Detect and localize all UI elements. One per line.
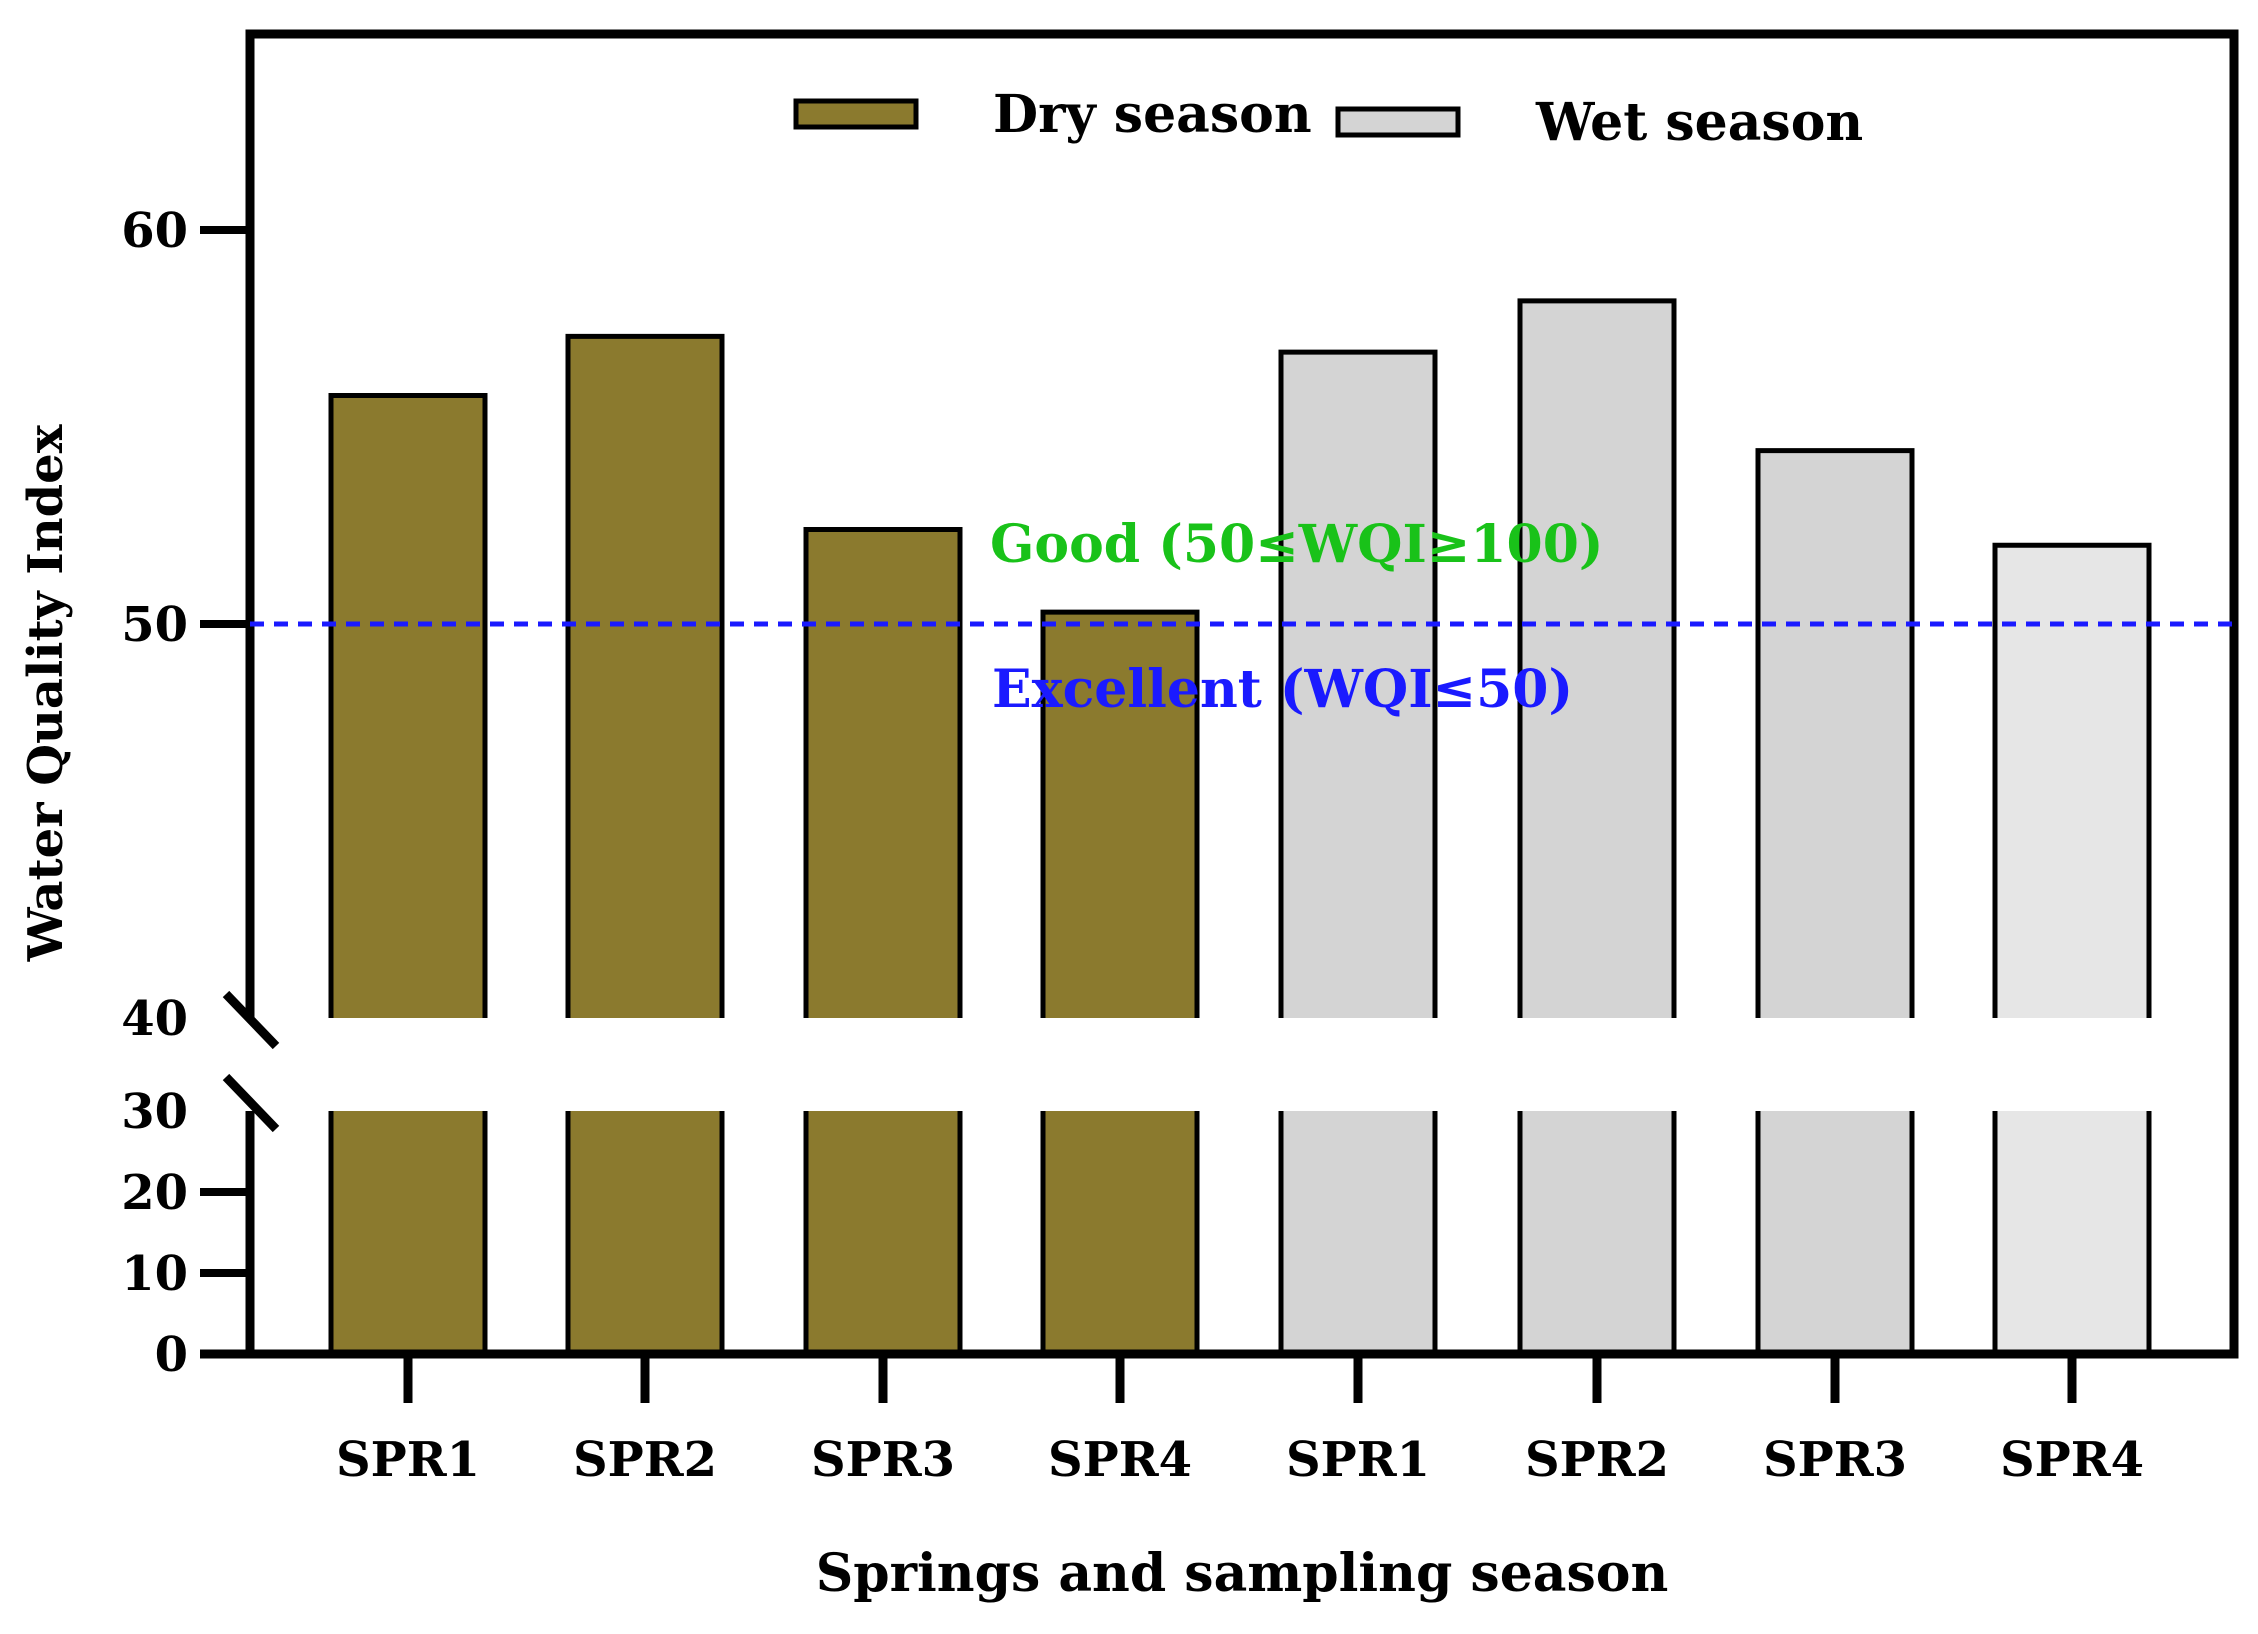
bar-lower-8 xyxy=(1995,1111,2149,1354)
y-tick-label-60: 60 xyxy=(121,203,188,259)
bar-upper-edge-7 xyxy=(1755,448,1915,1018)
y-tick-label-30: 30 xyxy=(121,1084,188,1140)
axis-break-mark-upper xyxy=(222,990,280,1050)
bar-lower-edge-7 xyxy=(1755,1111,1915,1354)
bar-lower-1 xyxy=(331,1111,485,1354)
y-tick-label-0: 0 xyxy=(155,1327,188,1383)
bar-lower-edge-5 xyxy=(1278,1111,1438,1354)
bar-lower-4 xyxy=(1043,1111,1197,1354)
bar-upper-edge-3 xyxy=(803,526,963,1018)
axes-layer: 0 10 20 30 40 50 60 SPR1 SPR2 SPR3 SPR4 SPR1 SPR2 SPR… xyxy=(121,29,2239,1488)
bar-lower-7 xyxy=(1758,1111,1912,1354)
x-tick-label-4: SPR4 xyxy=(1048,1432,1192,1488)
bar-lower-5 xyxy=(1281,1111,1435,1354)
bar-upper-7 xyxy=(1758,450,1912,1018)
legend-dry-label: Dry season xyxy=(993,84,1312,145)
bar-upper-4 xyxy=(1043,612,1197,1018)
bar-lower-2 xyxy=(568,1111,722,1354)
bar-upper-edge-8 xyxy=(1992,542,2152,1018)
plot-frame xyxy=(200,29,2239,1359)
x-tick-label-8: SPR4 xyxy=(2000,1432,2144,1488)
bar-upper-3 xyxy=(806,529,960,1018)
x-tick-label-2: SPR2 xyxy=(573,1432,717,1488)
bar-upper-8 xyxy=(1995,545,2149,1018)
x-tick-label-3: SPR3 xyxy=(811,1432,955,1488)
bar-upper-edge-4 xyxy=(1040,609,1200,1018)
bar-lower-edge-4 xyxy=(1040,1111,1200,1354)
bar-lower-edge-6 xyxy=(1517,1111,1677,1354)
bar-upper-edge-6 xyxy=(1517,298,1677,1018)
bar-upper-edge-5 xyxy=(1278,349,1438,1018)
bar-lower-edge-1 xyxy=(328,1111,488,1354)
x-tick-label-5: SPR1 xyxy=(1286,1432,1430,1488)
x-tick-label-7: SPR3 xyxy=(1763,1432,1907,1488)
bar-lower-6 xyxy=(1520,1111,1674,1354)
bar-lower-edge-8 xyxy=(1992,1111,2152,1354)
y-axis-label: Water Quality Index xyxy=(18,424,74,962)
bar-upper-2 xyxy=(568,336,722,1018)
bar-upper-edge-2 xyxy=(565,333,725,1018)
annotation-good: Good (50≤WQI≥100) xyxy=(990,514,1604,575)
bar-lower-edge-2 xyxy=(565,1111,725,1354)
y-tick-label-40: 40 xyxy=(121,991,188,1047)
x-tick-label-6: SPR2 xyxy=(1525,1432,1669,1488)
legend-dry-swatch xyxy=(793,98,919,130)
labels-layer: Water Quality Index Springs and sampling… xyxy=(18,84,1863,1604)
x-axis-label: Springs and sampling season xyxy=(816,1543,1669,1604)
annotation-excellent: Excellent (WQI≤50) xyxy=(992,659,1573,720)
x-tick-label-1: SPR1 xyxy=(336,1432,480,1488)
bar-upper-edge-1 xyxy=(328,392,488,1018)
bars-layer xyxy=(328,298,2152,1354)
bar-lower-edge-3 xyxy=(803,1111,963,1354)
bar-upper-1 xyxy=(331,395,485,1019)
bar-upper-5 xyxy=(1281,352,1435,1018)
legend-wet-swatch xyxy=(1335,106,1461,138)
y-tick-label-50: 50 xyxy=(121,597,188,653)
bar-upper-6 xyxy=(1520,300,1674,1018)
legend-wet-label: Wet season xyxy=(1535,92,1863,153)
y-tick-label-20: 20 xyxy=(121,1165,188,1221)
y-tick-label-10: 10 xyxy=(121,1246,188,1302)
bar-lower-3 xyxy=(806,1111,960,1354)
axis-break-mark-lower xyxy=(222,1073,280,1133)
